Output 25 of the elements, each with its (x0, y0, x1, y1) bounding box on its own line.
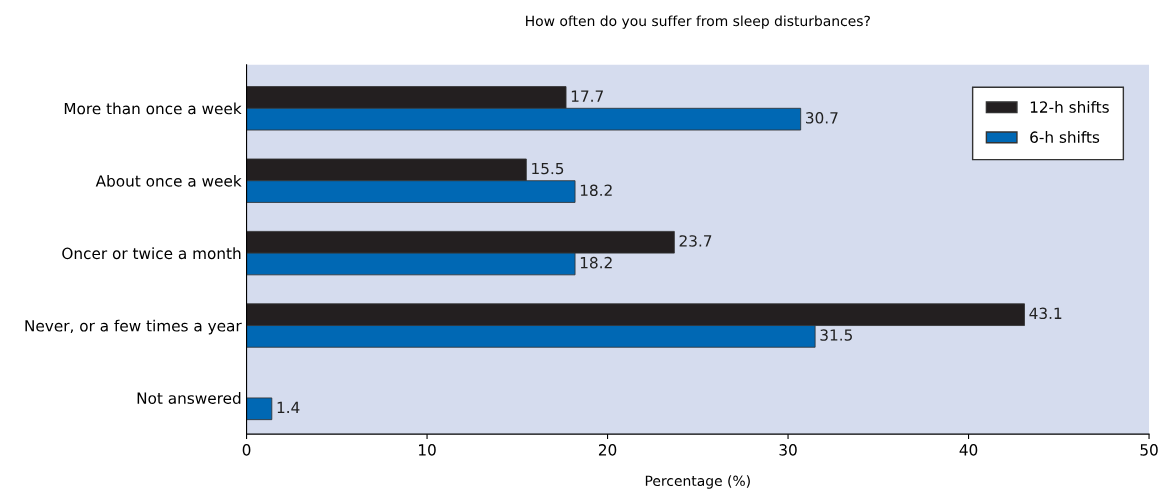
data-label: 43.1 (1029, 307, 1062, 320)
y-tick-label: Never, or a few times a year (25, 319, 242, 335)
x-tick-label: 20 (598, 444, 617, 456)
data-label: 30.7 (806, 112, 838, 124)
legend-label: 12-h shifts (1030, 101, 1109, 113)
x-tick-label: 0 (242, 444, 251, 456)
data-label: 18.2 (580, 256, 612, 269)
x-tick-label: 50 (1140, 444, 1158, 456)
data-label: 15.5 (532, 162, 564, 175)
data-label: 18.2 (580, 184, 612, 197)
data-label: 17.7 (571, 90, 603, 102)
x-tick-label: 30 (779, 444, 797, 456)
legend-label: 6-h shifts (1030, 131, 1100, 143)
y-tick-label: More than once a week (64, 102, 242, 115)
y-tick-label: About once a week (95, 174, 242, 187)
data-label: 1.4 (277, 401, 300, 413)
y-tick-label: Oncer or twice a month (62, 247, 241, 260)
x-tick-label: 40 (959, 444, 978, 456)
bar (246, 397, 273, 421)
data-label: 23.7 (679, 235, 712, 247)
chart-title: How often do you suffer from sleep disturbances? (526, 15, 870, 29)
data-label: 31.5 (820, 329, 852, 341)
y-tick-label: Not answered (137, 392, 241, 404)
x-tick-label: 10 (419, 444, 436, 456)
x-axis-title: Percentage (%) (645, 475, 750, 489)
